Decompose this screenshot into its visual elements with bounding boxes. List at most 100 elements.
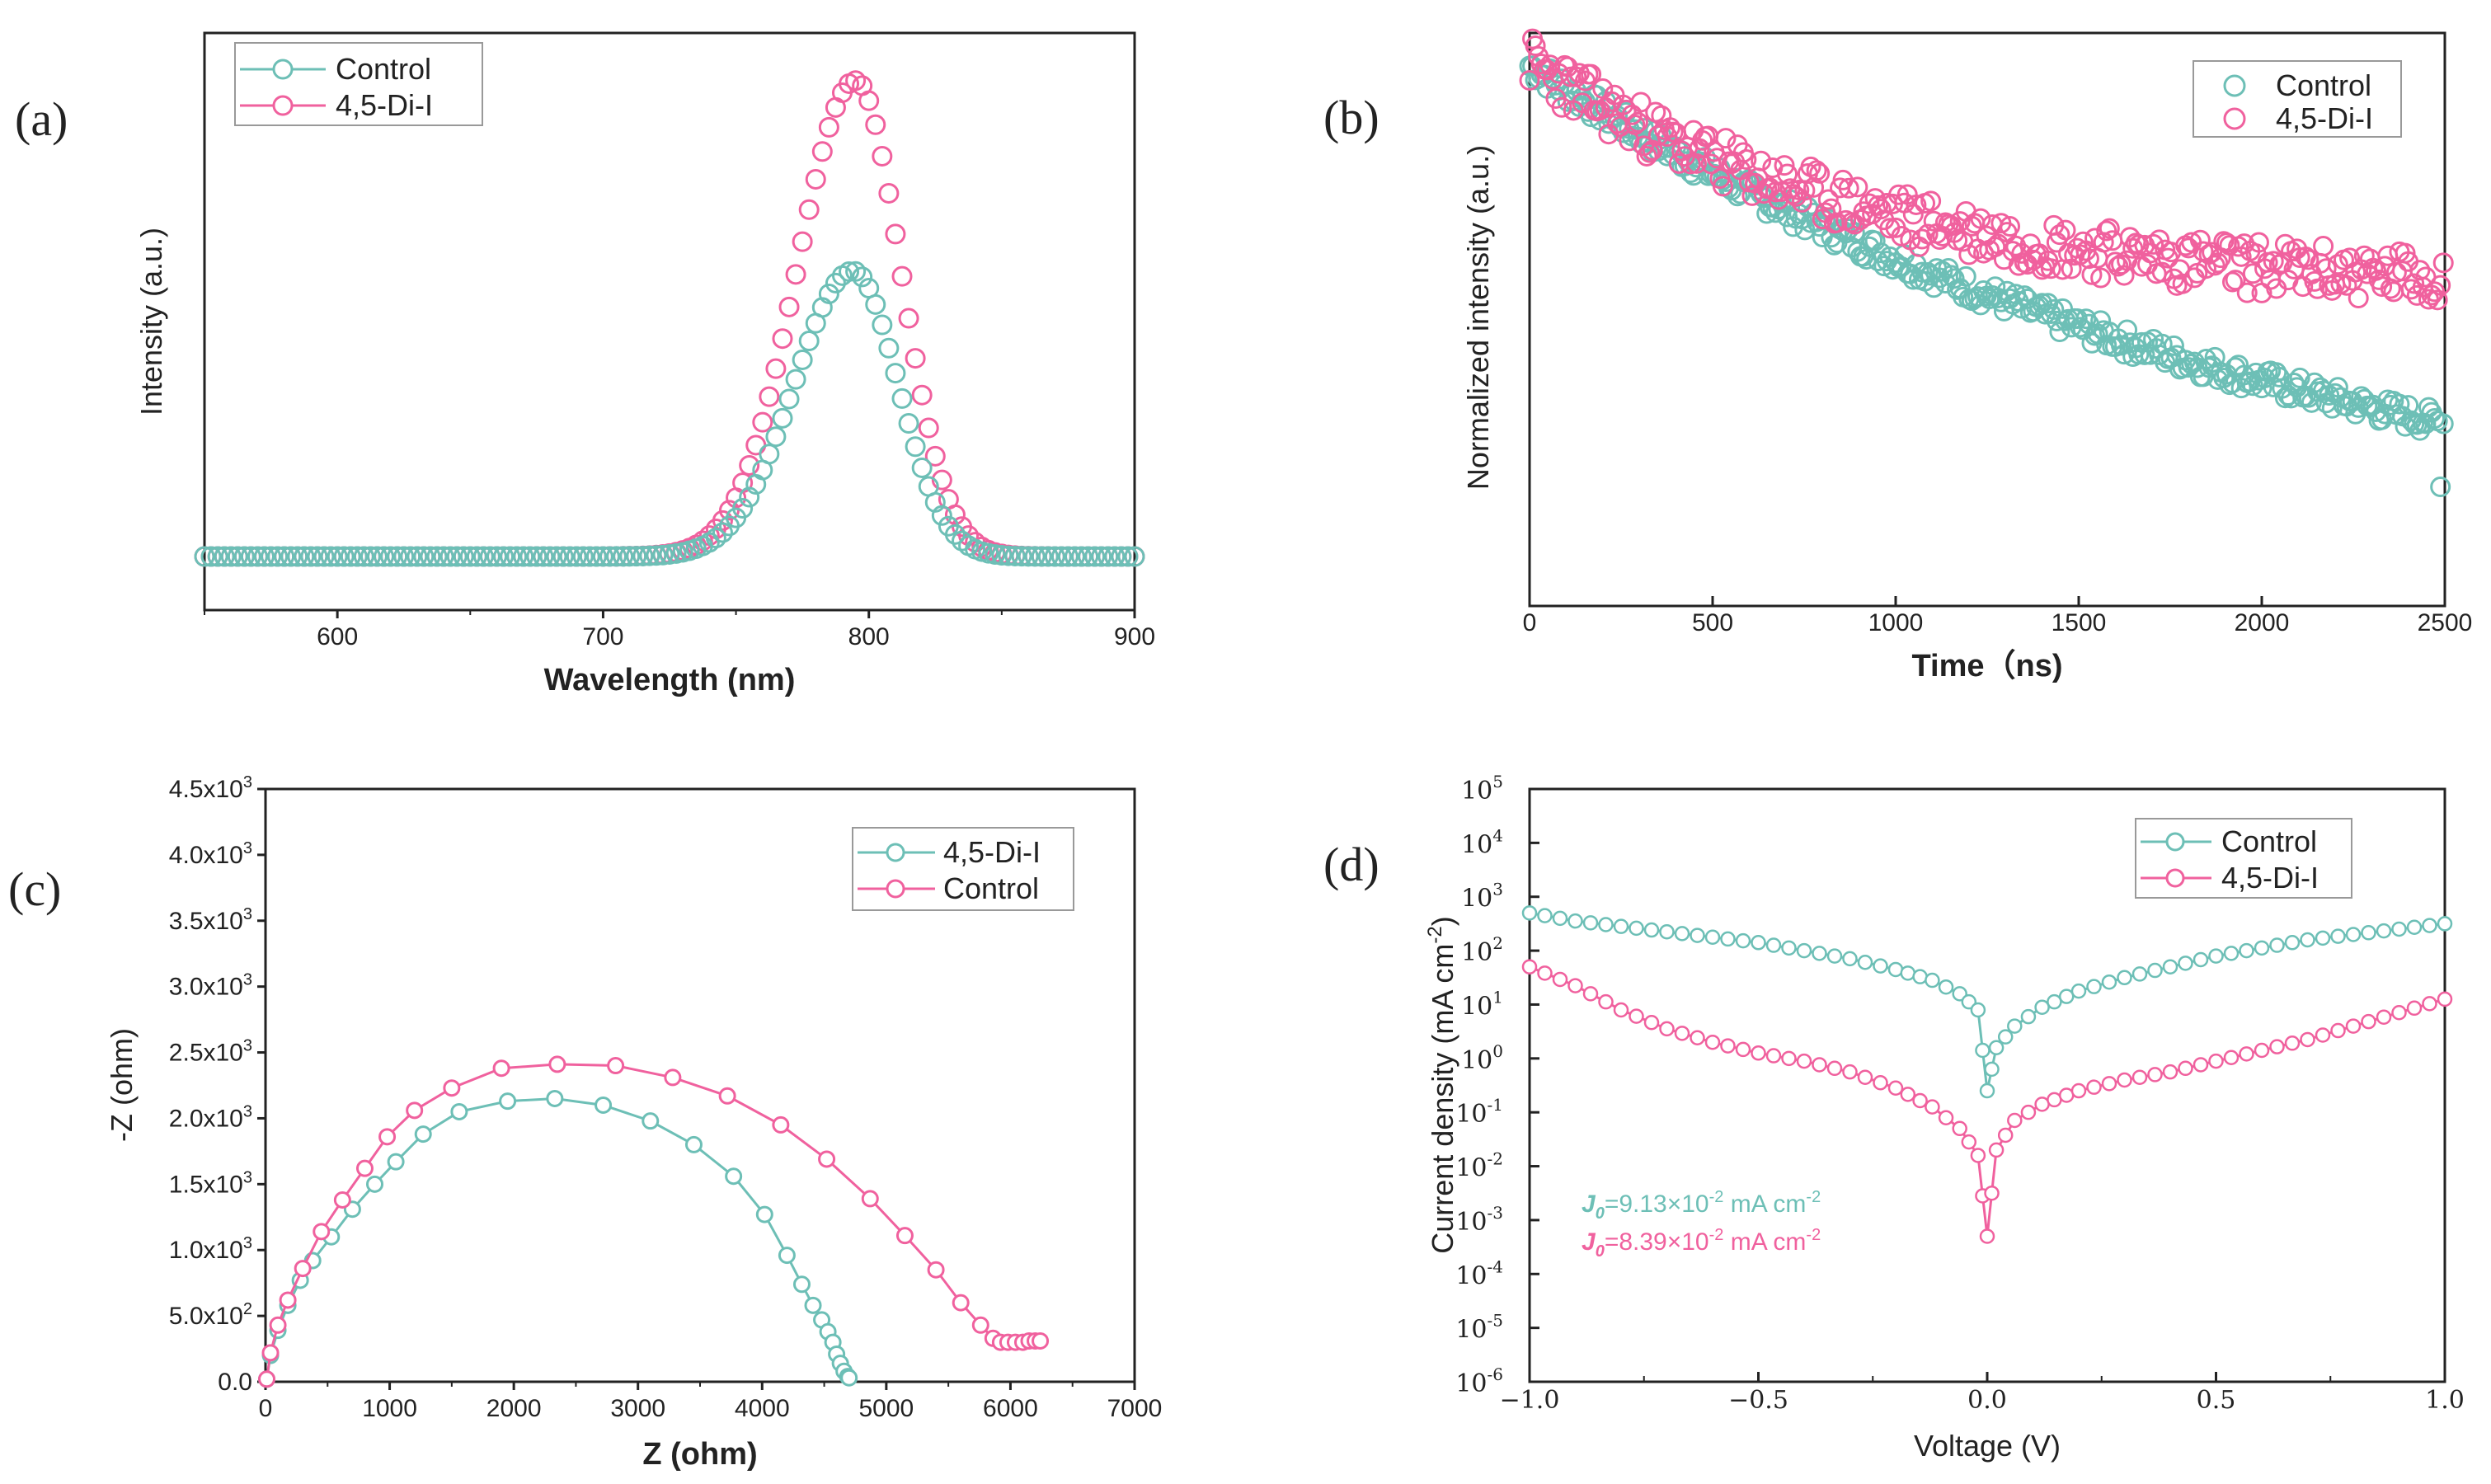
panel-b-point-didi (2248, 232, 2269, 253)
panel-a-point-control (898, 412, 919, 434)
panel-d-point-control (2162, 959, 2178, 974)
panel-b-point-control (1967, 286, 1988, 308)
panel-a-point-control (1031, 546, 1052, 567)
panel-d-point-control (2070, 983, 2087, 999)
panel-d-xtick-label: 1.0 (2425, 1386, 2465, 1415)
panel-b-point-didi (1692, 129, 1713, 151)
panel-c-legend-label: 4,5-Di-I (943, 835, 1041, 869)
panel-a-point-control (818, 283, 839, 304)
panel-c-point-control (269, 1316, 287, 1334)
panel-a-point-didi (911, 384, 933, 406)
panel-d-point-didi (1826, 1060, 1843, 1077)
panel-a-point-didi (878, 182, 900, 204)
panel-b-point-didi (1791, 191, 1812, 213)
panel-b-point-didi (1659, 117, 1680, 139)
panel-a-point-control (493, 546, 515, 567)
panel-a-point-didi (745, 434, 767, 456)
panel-a-point-control (1044, 546, 1065, 567)
panel-a-point-control (905, 436, 926, 458)
panel-b-point-didi (2049, 224, 2070, 246)
panel-b-label: (b) (1323, 91, 1379, 144)
panel-b-legend-label: 4,5-Di-I (2276, 101, 2373, 135)
panel-a-point-control (1124, 546, 1145, 567)
panel-a-legend-marker (272, 59, 294, 80)
panel-b-point-control (2113, 344, 2135, 365)
panel-b-point-control (2228, 355, 2249, 376)
panel-b-point-didi (1906, 194, 1927, 215)
panel-d-point-control (2058, 989, 2075, 1004)
panel-d-point-control (1674, 926, 1690, 942)
panel-a-point-control (287, 546, 308, 567)
panel-d-point-control (2131, 966, 2148, 982)
panel-d-point-control (2269, 937, 2285, 953)
panel-c-ytick-label: 1.0x103 (169, 1234, 252, 1264)
panel-d-legend-marker (2165, 832, 2185, 852)
panel-d-point-control (2223, 946, 2240, 961)
panel-c-point-control (895, 1227, 914, 1245)
panel-c-point-control (355, 1159, 374, 1177)
panel-a-point-control (765, 426, 787, 448)
panel-d-ylabel-exponent: -2 (1424, 926, 1446, 943)
panel-c-legend-marker (886, 879, 905, 899)
panel-b-point-didi (2357, 263, 2378, 284)
panel-c-legend-box (852, 827, 1074, 911)
panel-d-point-control (1988, 1040, 2005, 1055)
panel-d-point-didi (2086, 1079, 2102, 1095)
panel-d-point-didi (1970, 1148, 1986, 1163)
panel-d-point-control (2254, 940, 2270, 956)
panel-c-ytick-label: 0.0 (218, 1369, 252, 1396)
panel-d-ytick-label: 105 (1461, 772, 1503, 805)
panel-d-point-didi (1690, 1030, 1705, 1046)
panel-d-ytick-label: 104 (1461, 825, 1503, 859)
panel-b-point-didi (2348, 288, 2369, 309)
panel-d-legend-label: 4,5-Di-I (2221, 861, 2319, 895)
panel-d-point-didi (1765, 1048, 1782, 1064)
panel-c-point-control (492, 1059, 510, 1078)
panel-a-point-control (486, 546, 508, 567)
panel-d-point-didi (1537, 965, 1553, 981)
panel-b-point-didi (2078, 248, 2099, 270)
panel-a-point-control (433, 546, 454, 567)
panel-c-point-control (607, 1057, 625, 1075)
panel-d-point-control (1970, 1002, 1986, 1018)
panel-b-point-didi (1817, 189, 1839, 210)
panel-d-point-didi (2007, 1112, 2023, 1129)
panel-b-xtick-label: 500 (1692, 609, 1733, 636)
panel-d-point-control (2391, 921, 2407, 937)
panel-c-point-didi (595, 1096, 613, 1114)
panel-b-point-didi (1581, 63, 1602, 85)
panel-d-point-didi (1900, 1087, 1916, 1102)
panel-d-annotation-part: =9.13×10 (1605, 1190, 1709, 1218)
panel-a-point-control (294, 546, 315, 567)
panel-b-point-didi (2225, 270, 2246, 291)
panel-c-xlabel: Z (ohm) (642, 1437, 757, 1472)
panel-c-label: (c) (8, 862, 61, 916)
panel-b-point-didi (2424, 281, 2446, 303)
panel-d-point-control (1720, 931, 1736, 947)
panel-d-annotation-part: mA cm (1723, 1190, 1806, 1218)
panel-b-point-didi (2313, 236, 2334, 257)
panel-a-point-control (998, 545, 1019, 566)
panel-a-point-control (254, 546, 275, 567)
panel-d-point-didi (1796, 1053, 1812, 1069)
panel-d-annotation-part: mA cm (1723, 1228, 1806, 1256)
panel-a-point-didi (752, 411, 773, 433)
panel-a-point-control (380, 546, 402, 567)
panel-a-point-control (366, 546, 388, 567)
panel-c-ytick-exponent: 3 (243, 1102, 252, 1120)
panel-d-point-control (1552, 910, 1568, 927)
panel-c-line-didi (266, 1097, 850, 1380)
panel-c-ytick-label: 3.0x103 (169, 971, 252, 1001)
panel-d-point-didi (1842, 1064, 1858, 1080)
panel-d-point-didi (1984, 1185, 2000, 1201)
panel-c-point-control (406, 1101, 424, 1120)
panel-b-point-control (2432, 413, 2454, 434)
panel-d-xtick-label: −1.0 (1500, 1386, 1560, 1415)
panel-a-xtick-label: 800 (848, 623, 890, 650)
panel-b-point-didi (1525, 35, 1546, 57)
panel-b-point-control (1943, 268, 1965, 289)
panel-d-annotation-part: -2 (1806, 1226, 1821, 1244)
panel-c-ytick-exponent: 3 (243, 905, 252, 923)
panel-a-point-didi (924, 445, 946, 467)
panel-a-point-control (665, 542, 687, 564)
